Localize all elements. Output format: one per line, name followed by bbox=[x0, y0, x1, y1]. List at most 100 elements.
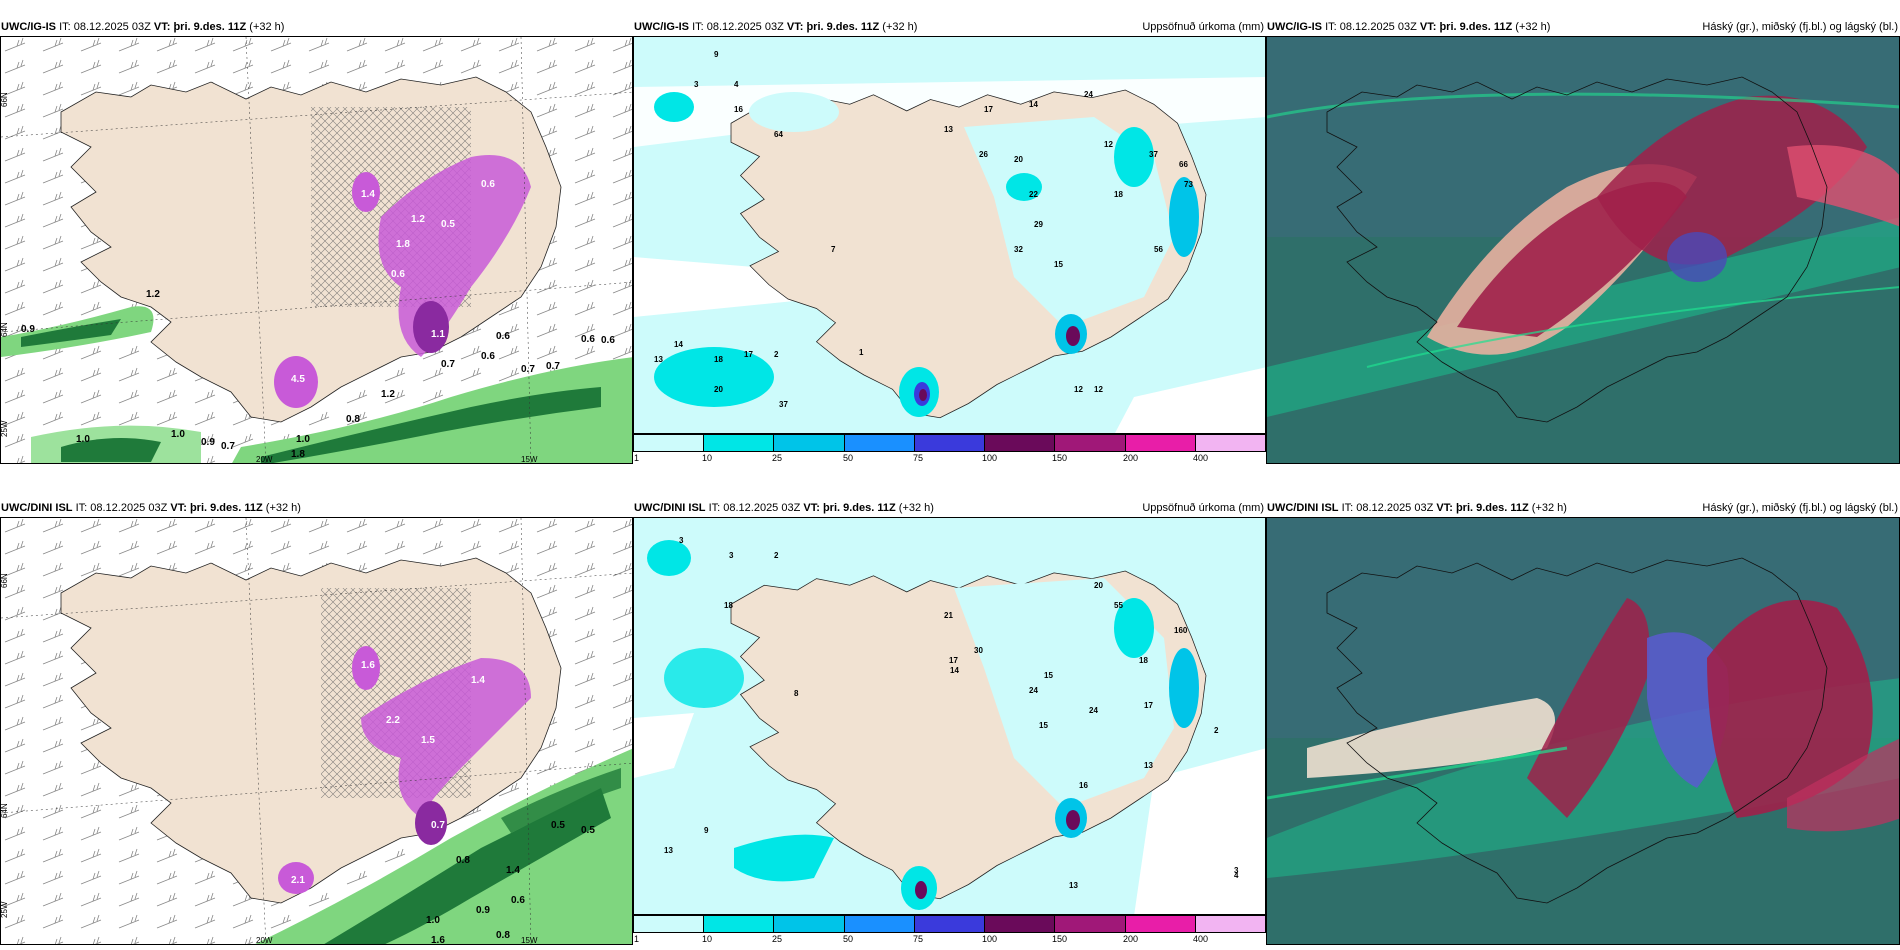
svg-text:26: 26 bbox=[979, 150, 988, 159]
svg-text:8: 8 bbox=[794, 689, 799, 698]
precip-labels: 9 4 3 16 64 13 17 14 26 20 22 29 32 15 2… bbox=[654, 50, 1193, 409]
svg-text:15: 15 bbox=[1044, 671, 1053, 680]
svg-text:18: 18 bbox=[724, 601, 733, 610]
svg-text:15W: 15W bbox=[521, 936, 538, 945]
svg-text:32: 32 bbox=[1014, 245, 1023, 254]
svg-text:4: 4 bbox=[734, 80, 739, 89]
svg-text:0.6: 0.6 bbox=[581, 334, 595, 345]
svg-text:1: 1 bbox=[859, 348, 864, 357]
svg-text:1.2: 1.2 bbox=[411, 214, 425, 225]
svg-text:2.1: 2.1 bbox=[291, 875, 305, 886]
svg-text:9: 9 bbox=[714, 50, 719, 59]
svg-text:3: 3 bbox=[729, 551, 734, 560]
panel-title: UWC/IG-IS IT: 08.12.2025 03Z VT: þri. 9.… bbox=[1, 21, 285, 33]
svg-text:56: 56 bbox=[1154, 245, 1163, 254]
panel-title: UWC/IG-IS IT: 08.12.2025 03Z VT: þri. 9.… bbox=[1267, 21, 1551, 33]
svg-text:20: 20 bbox=[1094, 581, 1103, 590]
svg-text:1.0: 1.0 bbox=[296, 434, 310, 445]
svg-text:0.6: 0.6 bbox=[496, 331, 510, 342]
svg-text:160: 160 bbox=[1174, 626, 1188, 635]
svg-text:0.7: 0.7 bbox=[431, 820, 445, 831]
panel-title: UWC/DINI ISL IT: 08.12.2025 03Z VT: þri.… bbox=[1267, 502, 1567, 514]
svg-text:18: 18 bbox=[1139, 656, 1148, 665]
snow-wind-map-top: 0.9 1.2 0.6 0.6 0.6 0.7 0.6 0.7 0.7 0.8 1.0 0.9 … bbox=[0, 36, 633, 464]
svg-text:64: 64 bbox=[774, 130, 783, 139]
svg-text:0.6: 0.6 bbox=[601, 335, 615, 346]
svg-text:17: 17 bbox=[984, 105, 993, 114]
svg-text:12: 12 bbox=[1074, 385, 1083, 394]
svg-text:14: 14 bbox=[950, 666, 959, 675]
precip-colorbar-bottom bbox=[633, 915, 1266, 933]
svg-text:0.9: 0.9 bbox=[476, 905, 490, 916]
svg-text:20W: 20W bbox=[256, 455, 273, 464]
svg-text:1.4: 1.4 bbox=[506, 865, 520, 876]
precip-panel-title: Uppsöfnuð úrkoma (mm) bbox=[1142, 502, 1264, 514]
svg-text:15: 15 bbox=[1054, 260, 1063, 269]
svg-text:1.1: 1.1 bbox=[431, 329, 445, 340]
precip-map-bottom: 3 3 2 18 21 17 14 30 24 15 20 55 160 18 … bbox=[633, 517, 1266, 915]
svg-text:3: 3 bbox=[694, 80, 699, 89]
svg-text:20: 20 bbox=[1014, 155, 1023, 164]
svg-text:0.6: 0.6 bbox=[481, 179, 495, 190]
svg-text:1.0: 1.0 bbox=[171, 429, 185, 440]
svg-text:13: 13 bbox=[664, 846, 673, 855]
svg-text:73: 73 bbox=[1184, 180, 1193, 189]
svg-text:1.5: 1.5 bbox=[421, 735, 435, 746]
svg-text:0.9: 0.9 bbox=[21, 324, 35, 335]
svg-text:17: 17 bbox=[1144, 701, 1153, 710]
svg-text:1.2: 1.2 bbox=[146, 289, 160, 300]
svg-text:0.5: 0.5 bbox=[581, 825, 595, 836]
svg-text:29: 29 bbox=[1034, 220, 1043, 229]
cloud-map-top bbox=[1266, 36, 1900, 464]
svg-text:0.7: 0.7 bbox=[521, 364, 535, 375]
svg-text:0.5: 0.5 bbox=[441, 219, 455, 230]
svg-text:1.6: 1.6 bbox=[431, 935, 445, 945]
svg-text:24: 24 bbox=[1089, 706, 1098, 715]
svg-text:16: 16 bbox=[734, 105, 743, 114]
svg-text:2.2: 2.2 bbox=[386, 715, 400, 726]
svg-text:12: 12 bbox=[1104, 140, 1113, 149]
svg-text:30: 30 bbox=[974, 646, 983, 655]
cloud-panel-title: Háský (gr.), miðský (fj.bl.) og lágský (… bbox=[1702, 502, 1898, 514]
svg-text:0.8: 0.8 bbox=[496, 930, 510, 941]
svg-text:66: 66 bbox=[1179, 160, 1188, 169]
svg-text:0.6: 0.6 bbox=[391, 269, 405, 280]
panel-title: UWC/IG-IS IT: 08.12.2025 03Z VT: þri. 9.… bbox=[634, 21, 918, 33]
svg-text:14: 14 bbox=[1029, 100, 1038, 109]
svg-text:20: 20 bbox=[714, 385, 723, 394]
svg-text:0.7: 0.7 bbox=[221, 441, 235, 452]
panel-title: UWC/DINI ISL IT: 08.12.2025 03Z VT: þri.… bbox=[634, 502, 934, 514]
svg-text:64N: 64N bbox=[1, 322, 9, 337]
svg-text:1.0: 1.0 bbox=[76, 434, 90, 445]
svg-text:15: 15 bbox=[1039, 721, 1048, 730]
svg-text:18: 18 bbox=[714, 355, 723, 364]
precip-map-top: 9 4 3 16 64 13 17 14 26 20 22 29 32 15 2… bbox=[633, 36, 1266, 434]
cloud-panel-title: Háský (gr.), miðský (fj.bl.) og lágský (… bbox=[1702, 21, 1898, 33]
svg-text:1.0: 1.0 bbox=[426, 915, 440, 926]
svg-text:18: 18 bbox=[1114, 190, 1123, 199]
svg-text:24: 24 bbox=[1084, 90, 1093, 99]
svg-text:55: 55 bbox=[1114, 601, 1123, 610]
svg-text:15W: 15W bbox=[521, 455, 538, 464]
svg-text:7: 7 bbox=[831, 245, 836, 254]
snow-wind-map-bottom: 0.5 0.5 0.8 1.4 0.6 0.9 0.8 1.0 1.6 2.2 … bbox=[0, 517, 633, 945]
svg-text:0.7: 0.7 bbox=[441, 359, 455, 370]
svg-text:3: 3 bbox=[1234, 866, 1239, 875]
svg-text:0.6: 0.6 bbox=[481, 351, 495, 362]
svg-text:0.6: 0.6 bbox=[511, 895, 525, 906]
svg-text:13: 13 bbox=[1069, 881, 1078, 890]
svg-text:14: 14 bbox=[674, 340, 683, 349]
svg-text:1.4: 1.4 bbox=[471, 675, 485, 686]
svg-text:0.5: 0.5 bbox=[551, 820, 565, 831]
svg-text:13: 13 bbox=[944, 125, 953, 134]
svg-text:0.7: 0.7 bbox=[546, 361, 560, 372]
panel-title: UWC/DINI ISL IT: 08.12.2025 03Z VT: þri.… bbox=[1, 502, 301, 514]
svg-text:4.5: 4.5 bbox=[291, 374, 305, 385]
svg-text:0.9: 0.9 bbox=[201, 437, 215, 448]
svg-text:64N: 64N bbox=[1, 803, 9, 818]
svg-text:13: 13 bbox=[654, 355, 663, 364]
svg-text:13: 13 bbox=[1144, 761, 1153, 770]
svg-text:4: 4 bbox=[1234, 871, 1239, 880]
svg-text:0.8: 0.8 bbox=[456, 855, 470, 866]
svg-text:17: 17 bbox=[949, 656, 958, 665]
